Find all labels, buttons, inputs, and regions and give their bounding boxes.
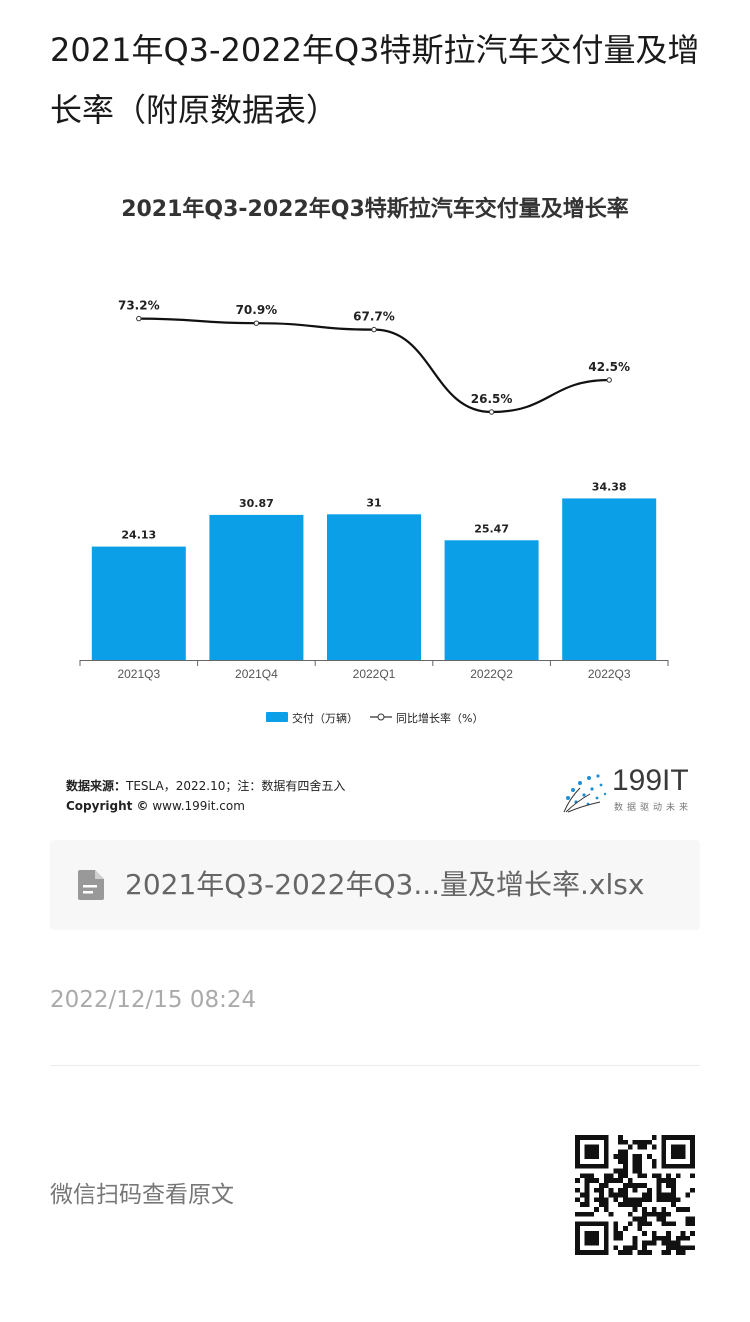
growth-label-2022Q2: 26.5% [471, 392, 513, 406]
logo-subtitle: 数据驱动未来 [614, 803, 693, 813]
growth-label-2022Q3: 42.5% [588, 360, 630, 374]
chart-title: 2021年Q3-2022年Q3特斯拉汽车交付量及增长率 [121, 197, 629, 222]
source-text: TESLA，2022.10；注：数据有四舍五入 [126, 779, 346, 793]
scan-prompt: 微信扫码查看原文 [50, 1182, 234, 1208]
attachment-file-name[interactable]: 2021年Q3-2022年Q3...量及增长率.xlsx [125, 868, 645, 901]
data-source-note: 数据来源：TESLA，2022.10；注：数据有四舍五入 Copyright ©… [66, 776, 345, 816]
logo-text: 199IT [612, 764, 689, 797]
growth-point-2021Q4 [253, 320, 260, 326]
199it-logo: 199IT 数据驱动未来 [560, 764, 700, 814]
growth-rate-line [138, 317, 610, 414]
x-tick-label-2021Q4: 2021Q4 [235, 667, 278, 681]
bar-label-2021Q4: 30.87 [239, 497, 274, 510]
bar-2021Q4 [209, 514, 304, 660]
growth-point-2021Q3 [136, 315, 142, 322]
chart-container: 2021年Q3-2022年Q3特斯拉汽车交付量及增长率 24.13 30.87 31… [50, 190, 700, 820]
x-tick-label-2022Q2: 2022Q2 [470, 667, 513, 681]
publish-date: 2022/12/15 08:24 [50, 987, 257, 1013]
chart-svg: 24.13 30.87 31 25.47 34.38 2021Q3 2021Q4 2022Q1… [79, 299, 669, 725]
source-label: 数据来源： [66, 779, 127, 793]
copyright-text: www.199it.com [148, 799, 245, 813]
legend-bar-swatch [266, 712, 288, 722]
qr-code[interactable] [575, 1135, 695, 1255]
growth-point-2022Q3 [606, 377, 612, 383]
bar-label-2022Q1: 31 [366, 496, 381, 509]
divider [50, 1065, 700, 1066]
bar-label-2022Q2: 25.47 [474, 522, 509, 535]
page-title: 2021年Q3-2022年Q3特斯拉汽车交付量及增长率（附原数据表） [50, 31, 700, 129]
attachment-card[interactable]: 2021年Q3-2022年Q3...量及增长率.xlsx [50, 840, 700, 930]
bar-2022Q1 [327, 514, 421, 660]
file-icon [78, 870, 104, 900]
growth-label-2022Q1: 67.7% [353, 310, 395, 324]
growth-label-2021Q4: 70.9% [236, 303, 278, 317]
legend-line-label: 同比增长率（%） [396, 711, 483, 725]
copyright-label: Copyright © [66, 799, 149, 813]
logo-burst-icon [563, 774, 607, 813]
x-tick-label-2021Q3: 2021Q3 [117, 667, 160, 681]
legend-line-marker [377, 713, 385, 721]
growth-point-2022Q2 [488, 409, 495, 415]
bar-2022Q2 [444, 540, 539, 660]
x-tick-label-2022Q3: 2022Q3 [588, 667, 631, 681]
legend-bar-label: 交付（万辆） [292, 711, 358, 725]
bar-label-2021Q3: 24.13 [121, 529, 156, 542]
bar-label-2022Q3: 34.38 [592, 480, 627, 493]
x-tick-label-2022Q1: 2022Q1 [353, 667, 396, 681]
bar-2022Q3 [562, 498, 657, 660]
bar-2021Q3 [91, 546, 186, 660]
growth-point-2022Q1 [371, 326, 377, 333]
growth-label-2021Q3: 73.2% [118, 299, 160, 313]
